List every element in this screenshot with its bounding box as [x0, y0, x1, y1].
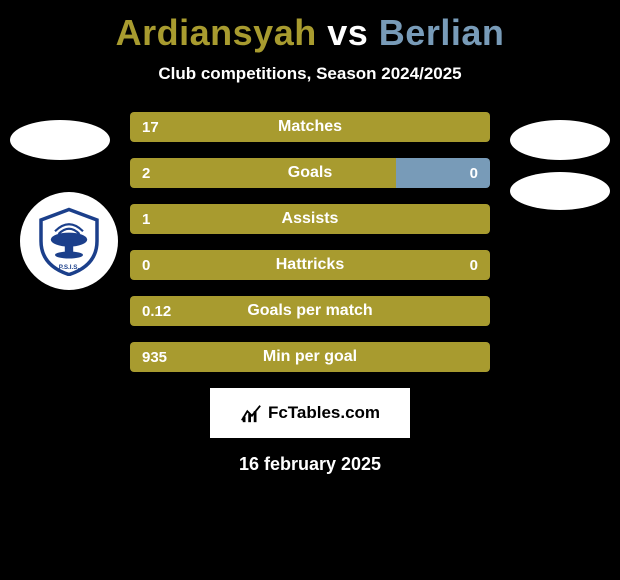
stat-value-right: 0 — [458, 158, 490, 188]
stat-label: Goals — [130, 158, 490, 188]
player1-name: Ardiansyah — [116, 12, 317, 53]
player1-avatar — [10, 120, 110, 160]
stat-value-left: 935 — [130, 342, 179, 372]
branding-badge: FcTables.com — [210, 388, 410, 438]
subtitle: Club competitions, Season 2024/2025 — [0, 64, 620, 84]
club-crest-icon: P.S.I.S. — [34, 206, 104, 276]
svg-text:P.S.I.S.: P.S.I.S. — [59, 264, 80, 271]
stat-row: Goals per match0.12 — [130, 296, 490, 326]
stat-label: Min per goal — [130, 342, 490, 372]
stat-row: Hattricks0 0 — [130, 250, 490, 280]
stat-label: Assists — [130, 204, 490, 234]
stat-label: Matches — [130, 112, 490, 142]
stat-value-right: 0 — [458, 250, 490, 280]
date-text: 16 february 2025 — [0, 454, 620, 475]
page-title: Ardiansyah vs Berlian — [0, 0, 620, 54]
stat-row: Matches17 — [130, 112, 490, 142]
stat-value-left: 17 — [130, 112, 171, 142]
stat-row: Min per goal935 — [130, 342, 490, 372]
vs-text: vs — [327, 12, 368, 53]
stat-row: Assists1 — [130, 204, 490, 234]
player1-club-badge: P.S.I.S. — [20, 192, 118, 290]
branding-text: FcTables.com — [268, 403, 380, 423]
stat-label: Goals per match — [130, 296, 490, 326]
stat-value-left: 0.12 — [130, 296, 183, 326]
player2-club-badge — [510, 172, 610, 210]
stat-value-left: 0 — [130, 250, 162, 280]
stat-value-left: 1 — [130, 204, 162, 234]
comparison-content: P.S.I.S. Matches17 Goals2 0 Assists1 Hattric… — [0, 112, 620, 475]
chart-icon — [240, 402, 262, 424]
player2-avatar — [510, 120, 610, 160]
stat-value-left: 2 — [130, 158, 162, 188]
stat-bars: Matches17Goals20Assists1Hattricks00Goals… — [130, 112, 490, 372]
stat-label: Hattricks — [130, 250, 490, 280]
player2-name: Berlian — [379, 12, 505, 53]
stat-row: Goals2 0 — [130, 158, 490, 188]
